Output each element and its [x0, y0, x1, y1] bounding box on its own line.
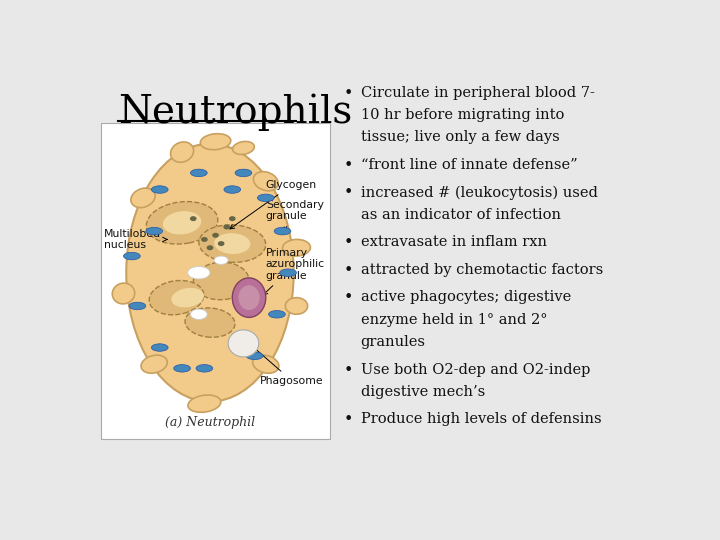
Ellipse shape — [285, 298, 307, 314]
Text: Primary
azurophilic
granule: Primary azurophilic granule — [263, 248, 325, 295]
Text: Circulate in peripheral blood 7-: Circulate in peripheral blood 7- — [361, 85, 595, 99]
Ellipse shape — [190, 309, 207, 320]
Text: digestive mech’s: digestive mech’s — [361, 385, 485, 399]
Text: •: • — [344, 185, 354, 200]
Text: •: • — [344, 158, 354, 173]
Text: •: • — [344, 290, 354, 305]
Ellipse shape — [145, 227, 163, 235]
FancyBboxPatch shape — [101, 123, 330, 439]
Ellipse shape — [193, 262, 249, 300]
Text: •: • — [344, 413, 354, 427]
Circle shape — [223, 225, 230, 230]
Text: Secondary
granule: Secondary granule — [266, 199, 324, 232]
Ellipse shape — [253, 355, 279, 373]
Ellipse shape — [146, 201, 218, 244]
Ellipse shape — [200, 134, 231, 150]
Ellipse shape — [234, 288, 253, 299]
Ellipse shape — [188, 395, 221, 413]
Ellipse shape — [238, 285, 260, 310]
Ellipse shape — [126, 144, 294, 402]
Ellipse shape — [274, 227, 291, 235]
Circle shape — [207, 245, 213, 250]
Text: as an indicator of infection: as an indicator of infection — [361, 208, 561, 222]
Text: extravasate in inflam rxn: extravasate in inflam rxn — [361, 235, 546, 249]
Ellipse shape — [174, 364, 190, 372]
Text: enzyme held in 1° and 2°: enzyme held in 1° and 2° — [361, 313, 547, 327]
Ellipse shape — [214, 233, 251, 254]
Text: Phagosome: Phagosome — [252, 346, 324, 386]
Ellipse shape — [282, 239, 310, 256]
Text: •: • — [344, 235, 354, 250]
Ellipse shape — [112, 283, 135, 304]
Text: “front line of innate defense”: “front line of innate defense” — [361, 158, 577, 172]
Ellipse shape — [235, 169, 252, 177]
Text: attracted by chemotactic factors: attracted by chemotactic factors — [361, 263, 603, 276]
Circle shape — [217, 241, 225, 246]
Text: tissue; live only a few days: tissue; live only a few days — [361, 131, 559, 145]
Ellipse shape — [171, 288, 204, 307]
Circle shape — [229, 216, 235, 221]
Ellipse shape — [233, 278, 266, 318]
Text: Multilobed
nucleus: Multilobed nucleus — [104, 228, 167, 250]
Ellipse shape — [124, 252, 140, 260]
Ellipse shape — [258, 194, 274, 201]
Ellipse shape — [188, 266, 210, 279]
Text: active phagocytes; digestive: active phagocytes; digestive — [361, 290, 571, 304]
Ellipse shape — [224, 186, 240, 193]
Text: granules: granules — [361, 335, 426, 349]
Circle shape — [212, 233, 219, 238]
Ellipse shape — [185, 308, 235, 338]
Text: increased # (leukocytosis) used: increased # (leukocytosis) used — [361, 185, 598, 200]
Text: •: • — [344, 263, 354, 278]
Text: 10 hr before migrating into: 10 hr before migrating into — [361, 108, 564, 122]
Text: Produce high levels of defensins: Produce high levels of defensins — [361, 413, 601, 427]
Ellipse shape — [246, 352, 263, 360]
Ellipse shape — [129, 302, 145, 310]
Ellipse shape — [253, 172, 278, 191]
Text: Neutrophils: Neutrophils — [118, 94, 352, 131]
Ellipse shape — [199, 225, 266, 262]
Ellipse shape — [163, 211, 202, 234]
Text: (a) Neutrophil: (a) Neutrophil — [165, 416, 255, 429]
Ellipse shape — [131, 188, 155, 207]
Ellipse shape — [269, 310, 285, 318]
Circle shape — [201, 237, 208, 242]
Text: •: • — [344, 362, 354, 377]
Ellipse shape — [233, 141, 254, 154]
Circle shape — [190, 216, 197, 221]
Ellipse shape — [149, 280, 204, 315]
Ellipse shape — [151, 344, 168, 352]
Ellipse shape — [196, 364, 213, 372]
Text: Glycogen: Glycogen — [230, 180, 317, 229]
Ellipse shape — [214, 256, 228, 265]
Text: •: • — [344, 85, 354, 100]
Ellipse shape — [141, 355, 167, 373]
Text: Use both O2-dep and O2-indep: Use both O2-dep and O2-indep — [361, 362, 590, 376]
Ellipse shape — [151, 186, 168, 193]
Ellipse shape — [228, 330, 258, 357]
Ellipse shape — [171, 142, 194, 163]
Ellipse shape — [280, 269, 297, 276]
Ellipse shape — [190, 169, 207, 177]
